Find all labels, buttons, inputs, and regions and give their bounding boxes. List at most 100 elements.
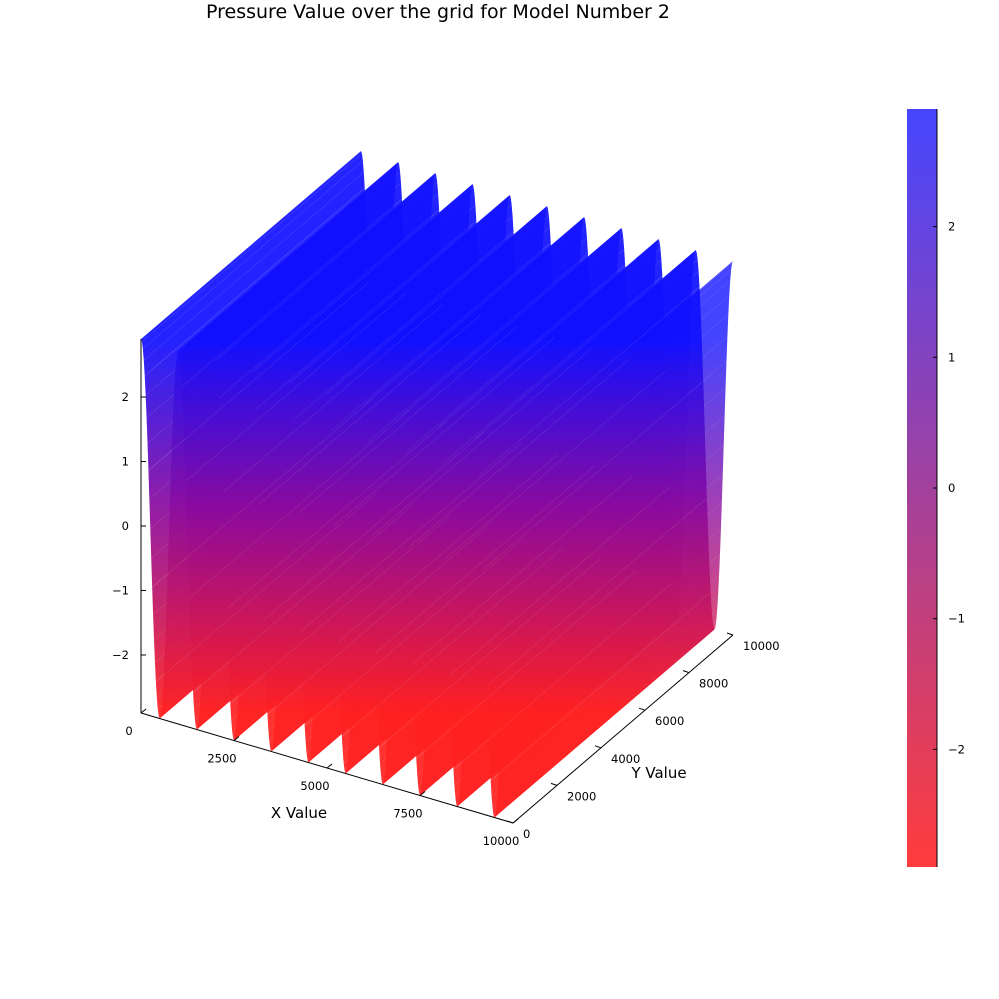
surface-highlight [438,238,659,428]
surface-highlight [300,442,522,632]
surface-strip [292,216,514,420]
surface-highlight [267,526,488,715]
surface-highlight [178,161,399,351]
surface-strip [291,204,513,405]
y-tick-label: 6000 [655,714,684,728]
surface-highlight [185,293,406,482]
chart-title: Pressure Value over the grid for Model N… [206,1,670,23]
surface-highlight [334,337,555,526]
surface-strip [507,314,729,525]
surface-strip [504,388,726,605]
surface-strip [510,269,732,469]
surface-highlight [375,464,596,654]
surface-strip [289,195,511,386]
surface-highlight [408,359,630,548]
y-tick-label: 2000 [567,789,596,803]
x-tick-label: 10000 [483,834,520,848]
surface-highlight [215,172,436,362]
surface-strip [509,280,731,484]
surface-highlight [151,398,373,588]
surface-highlight [442,275,663,465]
surface-strip [511,263,733,458]
colorbar-tick-label: 2 [948,220,955,234]
surface-strip [494,627,716,818]
surface-strip [327,206,548,397]
x-tick [140,708,147,714]
surface-highlight [289,194,510,384]
surface-highlight [367,253,589,443]
surface-highlight [449,486,670,676]
surface-strip [501,474,723,691]
surface-highlight [445,370,667,559]
surface-strip [476,252,698,448]
surface-highlight [189,409,410,599]
surface-strip [327,208,549,404]
surface-strip [141,151,362,342]
surface-highlight [330,242,551,432]
x-tick-label: 2500 [207,752,236,766]
surface-highlight [486,497,708,687]
surface-strip [180,183,402,387]
colorbar-tick-label: −2 [948,742,965,756]
y-tick [594,745,602,749]
surface-strip [255,205,477,409]
surface-strip [328,215,550,416]
y-tick-label: 0 [523,827,530,841]
y-axis-label: Y Value [630,764,686,782]
surface-strip [478,271,700,475]
surface-strip [218,194,440,398]
surface-strip [497,594,719,798]
surface-highlight [144,187,365,377]
y-tick-label: 8000 [699,677,728,691]
surface-highlight [337,453,559,643]
x-tick-label: 7500 [393,807,422,821]
surface-highlight [364,216,585,406]
surface-highlight [371,348,592,537]
surface-strip [438,239,660,430]
surface-highlight [148,282,369,471]
surface-highlight [475,249,696,439]
surface-strip [500,502,722,718]
y-tick [726,632,734,636]
x-tick [419,791,426,796]
y-tick-label: 4000 [611,752,640,766]
surface-highlight [263,431,484,621]
surface-highlight [416,570,637,759]
surface-strip [439,241,661,437]
surface-strip [143,172,365,376]
surface-highlight [326,205,548,395]
surface-highlight [490,592,711,781]
surface-strip [499,554,720,765]
surface-highlight [341,548,563,737]
surface-highlight [181,198,403,388]
surface-strip [401,228,623,419]
colorbar-tick-label: 0 [948,481,955,495]
surface-strip [503,416,725,634]
surface-highlight [304,537,525,726]
surface-highlight [222,304,444,493]
surface-strip [142,160,364,361]
surface-strip [179,164,401,360]
surface-strip [441,260,663,464]
surface-strip [404,249,626,453]
surface-strip [254,193,476,394]
surface-highlight [453,581,674,770]
surface-highlight [252,183,473,373]
surface-highlight [218,209,440,399]
surface-strip [252,184,474,375]
surface-strip [440,248,662,449]
surface-plot [140,150,733,818]
colorbar: −2 −1 0 1 2 [907,109,965,867]
surface-highlight [230,515,451,704]
x-tick-label: 0 [125,724,132,738]
surface-strip [475,250,697,441]
surface-strip [495,620,717,816]
surface-highlight [479,286,700,476]
z-tick-label: 1 [122,455,129,469]
surface-strip [505,361,727,577]
surface-strip [403,237,625,438]
y-tick [682,670,690,674]
surface-highlight [140,150,362,340]
